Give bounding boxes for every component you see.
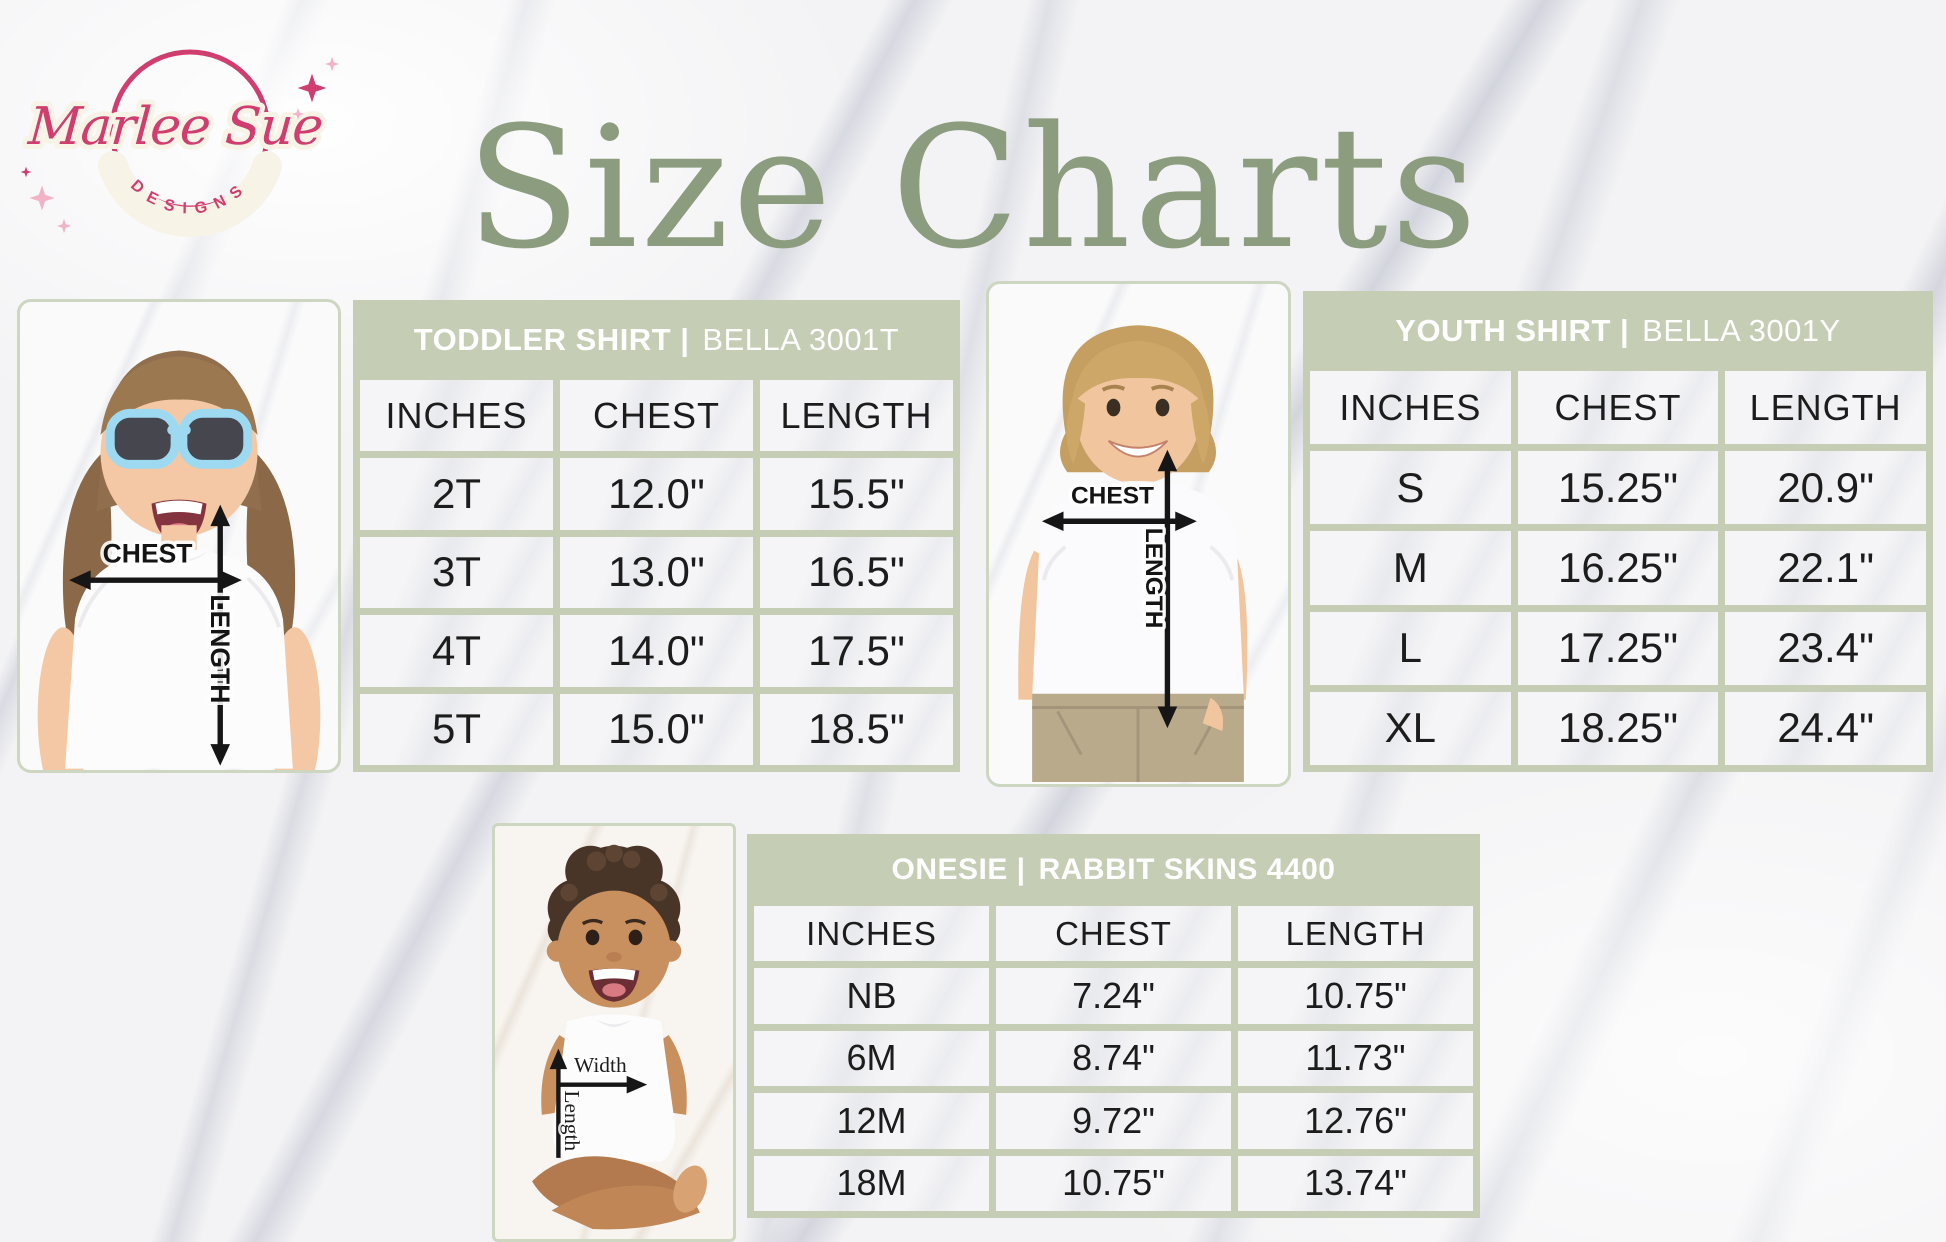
column-header: LENGTH (1238, 906, 1473, 962)
column-header: LENGTH (760, 380, 953, 452)
column-header: INCHES (360, 380, 553, 452)
onesie-photo: Width Length (492, 823, 736, 1242)
table-cell: 15.25" (1517, 451, 1719, 525)
page-title: Size Charts (465, 90, 1481, 286)
table-cell: NB (754, 968, 989, 1024)
table-cell: 11.73" (1238, 1030, 1473, 1087)
youth-size-table: YOUTH SHIRT | BELLA 3001Y INCHES CHEST L… (1303, 291, 1933, 772)
column-header: CHEST (560, 380, 753, 452)
length-arrow (210, 504, 231, 766)
chest-label: CHEST (1071, 483, 1154, 510)
table-cell: 22.1" (1725, 531, 1926, 605)
youth-table-title-main: YOUTH SHIRT | (1395, 313, 1630, 348)
chest-arrow (69, 570, 242, 590)
table-cell: 16.25" (1517, 531, 1719, 605)
table-cell: 23.4" (1725, 611, 1926, 685)
table-cell: 17.25" (1517, 611, 1719, 685)
youth-table-title: YOUTH SHIRT | BELLA 3001Y (1310, 291, 1926, 371)
table-cell: 20.9" (1725, 451, 1926, 525)
table-cell: 9.72" (996, 1093, 1231, 1149)
table-cell: 14.0" (560, 615, 753, 687)
column-header: INCHES (754, 906, 989, 962)
onesie-table-title-sub: RABBIT SKINS 4400 (1038, 853, 1336, 886)
youth-table-title-sub: BELLA 3001Y (1642, 313, 1841, 348)
table-cell: 2T (360, 458, 553, 530)
onesie-table-title-main: ONESIE | (891, 853, 1026, 886)
toddler-photo: CHEST LENGTH (17, 299, 341, 773)
youth-boy-illustration: CHEST LENGTH (1018, 325, 1248, 783)
onesie-table-title: ONESIE | RABBIT SKINS 4400 (754, 834, 1473, 906)
toddler-table-title-main: TODDLER SHIRT | (413, 322, 690, 357)
toddler-girl-illustration: CHEST LENGTH (37, 350, 321, 770)
table-cell: L (1310, 611, 1511, 685)
table-cell: 4T (360, 615, 553, 687)
width-label: Width (574, 1053, 627, 1077)
column-header: INCHES (1310, 371, 1511, 445)
width-arrow (558, 1075, 648, 1094)
youth-table-grid: INCHES CHEST LENGTH S 15.25" 20.9" M 16.… (1310, 371, 1926, 765)
table-cell: 18M (754, 1155, 989, 1211)
table-cell: 12M (754, 1093, 989, 1149)
table-cell: 12.0" (560, 458, 753, 530)
onesie-table-grid: INCHES CHEST LENGTH NB 7.24" 10.75" 6M 8… (754, 906, 1473, 1211)
column-header: CHEST (1517, 371, 1719, 445)
length-label: LENGTH (1140, 528, 1167, 629)
table-cell: 7.24" (996, 968, 1231, 1024)
table-cell: 5T (360, 693, 553, 765)
table-cell: 12.76" (1238, 1093, 1473, 1149)
table-cell: 18.5" (760, 693, 953, 765)
table-cell: 17.5" (760, 615, 953, 687)
table-cell: 10.75" (1238, 968, 1473, 1024)
toddler-table-grid: INCHES CHEST LENGTH 2T 12.0" 15.5" 3T 13… (360, 380, 953, 765)
toddler-table-title-sub: BELLA 3001T (702, 322, 900, 357)
length-arrow (549, 1048, 568, 1158)
baby-illustration: Width Length (532, 844, 707, 1230)
toddler-size-table: TODDLER SHIRT | BELLA 3001T INCHES CHEST… (353, 300, 960, 772)
table-cell: 16.5" (760, 536, 953, 609)
logo-script-text: Marlee Sue (26, 97, 325, 157)
table-cell: 8.74" (996, 1030, 1231, 1087)
table-cell: 18.25" (1517, 691, 1719, 765)
table-cell: 13.0" (560, 536, 753, 609)
table-cell: 6M (754, 1030, 989, 1087)
sparkle-icon (20, 56, 340, 234)
youth-photo: CHEST LENGTH (986, 281, 1291, 787)
brand-logo: Marlee Sue DESIGNS (20, 49, 340, 237)
table-cell: S (1310, 451, 1511, 525)
chest-arrow (1041, 511, 1197, 532)
length-label: Length (560, 1090, 584, 1151)
length-label: LENGTH (205, 594, 235, 703)
table-cell: M (1310, 531, 1511, 605)
toddler-table-title: TODDLER SHIRT | BELLA 3001T (360, 300, 953, 380)
table-cell: 24.4" (1725, 691, 1926, 765)
table-cell: 10.75" (996, 1155, 1231, 1211)
table-cell: XL (1310, 691, 1511, 765)
length-arrow (1157, 449, 1178, 729)
logo-designs-band (98, 151, 282, 237)
onesie-size-table: ONESIE | RABBIT SKINS 4400 INCHES CHEST … (747, 834, 1480, 1218)
column-header: CHEST (996, 906, 1231, 962)
table-cell: 13.74" (1238, 1155, 1473, 1211)
chest-label: CHEST (103, 539, 193, 569)
table-cell: 3T (360, 536, 553, 609)
table-cell: 15.5" (760, 458, 953, 530)
table-cell: 15.0" (560, 693, 753, 765)
column-header: LENGTH (1725, 371, 1926, 445)
